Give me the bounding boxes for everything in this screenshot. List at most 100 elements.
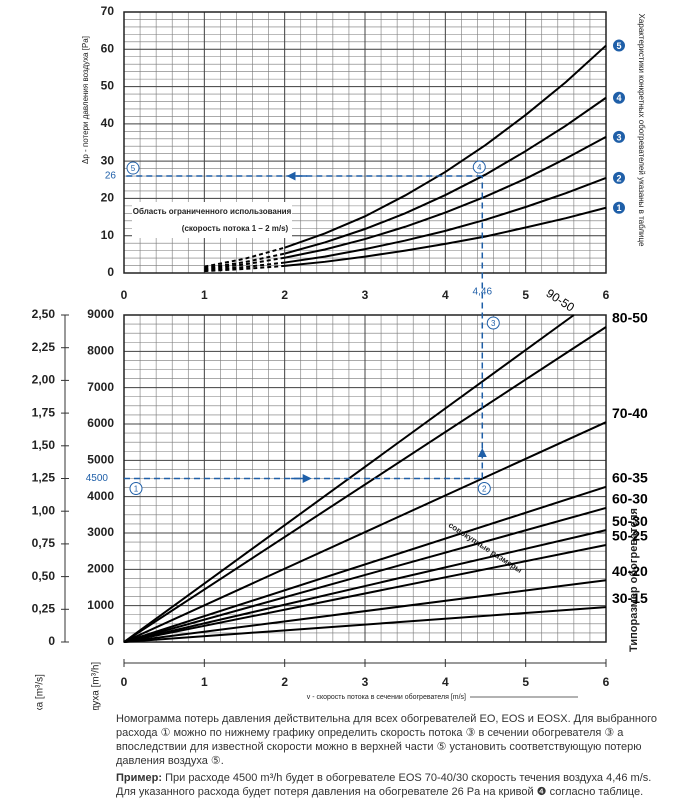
legend-marker	[613, 91, 625, 104]
y-tick-label: 70	[101, 4, 115, 18]
x-tick-label: 5	[522, 288, 529, 302]
y2-tick-label: 2,50	[32, 307, 56, 321]
legend-marker	[613, 171, 625, 184]
x-tick-label: 0	[121, 675, 128, 689]
legend-label: 3	[616, 132, 621, 142]
example-flow-label: 4500	[86, 473, 109, 484]
y2-tick-label: 1,25	[32, 471, 56, 485]
y-tick-label: 50	[101, 79, 115, 93]
y-tick-label: 7000	[87, 380, 114, 394]
y-tick-label: 2000	[87, 562, 114, 576]
legend-label: 40-20	[612, 563, 648, 579]
x-tick-label: 0	[121, 288, 128, 302]
curve	[123, 579, 607, 643]
x-tick-label: 3	[362, 675, 369, 689]
y-axis-label: V -расход воздуха [m³/h]	[91, 662, 102, 710]
curve	[123, 326, 607, 643]
legend-label: 30-15	[612, 590, 648, 606]
x-tick-label: 6	[603, 288, 610, 302]
legend-marker	[613, 130, 625, 143]
step-label: 1	[134, 485, 139, 494]
y2-axis-label: V -расход воздуха [m³/s]	[35, 674, 46, 710]
y2-tick-label: 0,75	[32, 536, 56, 550]
step-label: 3	[491, 319, 496, 328]
plot-frame	[123, 11, 607, 274]
legend-label: 60-35	[612, 470, 648, 486]
x-tick-label: 1	[201, 675, 208, 689]
x-tick-label: 2	[281, 675, 288, 689]
y-tick-label: 9000	[87, 307, 114, 321]
y2-tick-label: 0,25	[32, 601, 56, 615]
y-axis-label: Δp - потери давления воздуха [Pa]	[81, 36, 90, 164]
y2-tick-label: 1,75	[32, 405, 56, 419]
caption-text: Номограмма потерь давления действительна…	[116, 713, 658, 767]
curve	[123, 606, 607, 643]
y-tick-label: 1000	[87, 598, 114, 612]
y-tick-label: 40	[101, 116, 115, 130]
y2-tick-label: 0	[48, 634, 55, 648]
y-tick-label: 8000	[87, 344, 114, 358]
curve	[284, 44, 607, 249]
curve	[123, 506, 607, 643]
legend-label: 50-30	[612, 513, 648, 529]
y-tick-label: 60	[101, 41, 115, 55]
step-label: 2	[482, 485, 487, 494]
example-pressure-label: 26	[105, 171, 117, 182]
legend-label: 1	[616, 203, 621, 213]
annotation: Область ограниченного использования	[133, 207, 292, 216]
note-box	[132, 202, 292, 238]
x-tick-label: 4	[442, 288, 449, 302]
y2-tick-label: 2,25	[32, 340, 56, 354]
step-label: 5	[131, 164, 136, 173]
x-tick-label: 1	[201, 288, 208, 302]
x-tick-label: 3	[362, 288, 369, 302]
legend-label: 5	[616, 41, 621, 51]
legend-label: 50-25	[612, 528, 648, 544]
caption: Номограмма потерь давления действительна…	[116, 712, 668, 802]
x-tick-label: 2	[281, 288, 288, 302]
legend-label: 80-50	[612, 310, 648, 326]
example-velocity-label: 4,46	[473, 287, 493, 298]
step-marker	[472, 160, 486, 174]
caption-example: Пример: При расходе 4500 m³/h будет в об…	[116, 771, 668, 799]
x-tick-label: 4	[442, 675, 449, 689]
y-tick-label: 4000	[87, 489, 114, 503]
curve	[123, 421, 607, 643]
curve	[284, 206, 607, 267]
nomogram: Δp - потери давления воздуха [Pa] Характ…	[32, 4, 648, 710]
y-tick-label: 10	[101, 228, 115, 242]
curve	[284, 176, 607, 264]
annotation: (скорость потока 1 – 2 m/s)	[182, 224, 289, 233]
y-tick-label: 20	[101, 191, 115, 205]
example-text: При расходе 4500 m³/h будет в обогревате…	[116, 772, 652, 798]
legend-label: 70-40	[612, 405, 648, 421]
step-marker	[129, 482, 143, 495]
legend-label: 4	[616, 93, 621, 103]
y-tick-label: 0	[107, 265, 114, 279]
x-axis-label: v - скорость потока в сечении обогревате…	[307, 693, 466, 701]
y-tick-label: 3000	[87, 525, 114, 539]
step-marker	[126, 161, 140, 175]
legend-marker	[613, 39, 625, 52]
curve	[284, 136, 607, 259]
y-tick-label: 5000	[87, 453, 114, 467]
example-label: Пример:	[116, 772, 163, 784]
side-note: Характеристики конкретных обогревателей …	[637, 14, 646, 247]
legend-title: Типоразмер обогревателя	[628, 508, 640, 652]
y-tick-label: 30	[101, 153, 115, 167]
legend-marker	[613, 201, 625, 214]
y2-tick-label: 0,50	[32, 569, 56, 583]
y2-tick-label: 1,50	[32, 438, 56, 452]
y2-tick-label: 2,00	[32, 373, 56, 387]
curve	[123, 544, 607, 643]
y2-tick-label: 1,00	[32, 503, 56, 517]
curve	[123, 485, 607, 643]
step-marker	[486, 316, 500, 330]
legend-label: 60-30	[612, 491, 648, 507]
x-tick-label: 5	[522, 675, 529, 689]
y-tick-label: 6000	[87, 416, 114, 430]
legend-label: 2	[616, 173, 621, 183]
curve	[123, 529, 607, 643]
y-tick-label: 0	[107, 634, 114, 648]
